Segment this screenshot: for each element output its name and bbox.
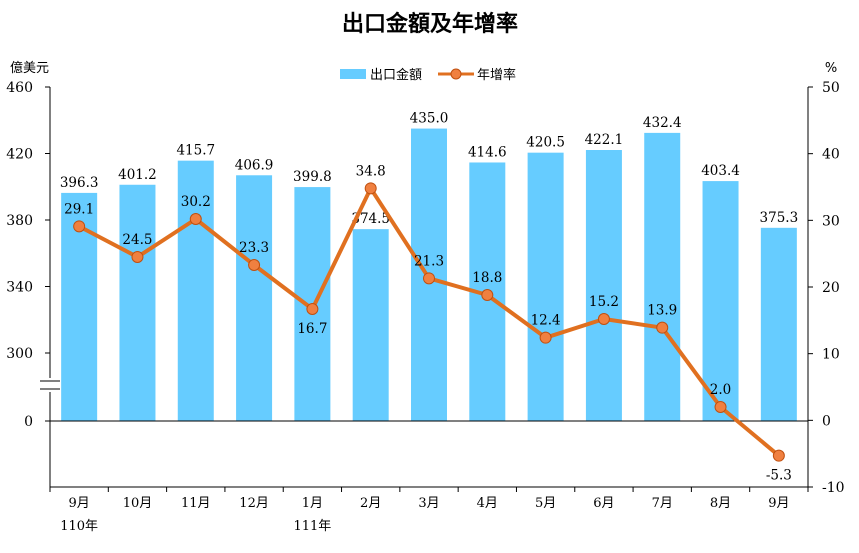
bar-series — [61, 128, 797, 422]
rate-label-0: 29.1 — [64, 201, 94, 217]
right-tick-label-3: 20 — [822, 280, 840, 296]
bar-11 — [702, 181, 739, 421]
rate-point-11 — [714, 401, 727, 413]
left-tick-label-1: 420 — [6, 147, 33, 163]
legend-line-label: 年增率 — [477, 67, 516, 83]
rate-label-2: 30.2 — [181, 194, 211, 210]
bar-label-1: 401.2 — [118, 167, 157, 183]
bar-label-10: 432.4 — [643, 115, 682, 131]
category-label-3: 12月 — [239, 496, 269, 511]
category-label-9: 6月 — [593, 496, 614, 511]
right-tick-label-0: 50 — [822, 80, 840, 96]
legend-bar-label: 出口金額 — [370, 67, 422, 83]
bar-label-9: 422.1 — [585, 132, 624, 148]
bar-8 — [527, 152, 564, 421]
category-label-11: 8月 — [710, 496, 731, 511]
right-axis-unit: % — [825, 61, 837, 76]
bar-5 — [352, 229, 389, 421]
right-tick-label-6: -10 — [822, 480, 845, 496]
bar-label-4: 399.8 — [293, 169, 332, 185]
right-tick-label-1: 40 — [822, 147, 840, 163]
bar-label-6: 435.0 — [410, 111, 449, 127]
bar-label-2: 415.7 — [176, 143, 215, 159]
year-label-0: 110年 — [60, 519, 98, 534]
rate-label-3: 23.3 — [239, 240, 269, 256]
rate-point-12 — [772, 449, 785, 462]
category-label-0: 9月 — [69, 496, 90, 511]
category-label-12: 9月 — [768, 496, 789, 511]
left-tick-label-3: 340 — [6, 280, 33, 296]
rate-label-5: 34.8 — [356, 163, 386, 179]
bar-10 — [644, 132, 681, 421]
category-labels: 9月 110年 10月 11月 12月 1月 111年 2月 3月 4月 5月 6月 7月 8月 9月 — [60, 496, 789, 534]
rate-point-7 — [481, 289, 494, 301]
bar-label-12: 375.3 — [760, 210, 799, 226]
rate-value-labels: 29.1 24.5 30.2 23.3 16.7 34.8 21.3 18.8 12.4 15.2… — [64, 163, 792, 483]
rate-point-3 — [248, 259, 261, 271]
rate-point-1 — [131, 251, 144, 263]
category-label-8: 5月 — [535, 496, 556, 511]
bar-label-11: 403.4 — [701, 163, 740, 179]
rate-label-6: 21.3 — [414, 253, 444, 269]
bar-value-labels: 396.3 401.2 415.7 406.9 399.8 374.5 435.0 414.6… — [60, 111, 798, 228]
right-axis-ticks: 50 40 30 20 10 0 -10 — [808, 80, 845, 496]
legend-marker-swatch — [450, 68, 462, 80]
bar-3 — [236, 175, 273, 421]
right-tick-label-4: 10 — [822, 347, 840, 363]
category-label-2: 11月 — [181, 496, 211, 511]
bar-label-3: 406.9 — [235, 157, 274, 173]
right-tick-label-5: 0 — [822, 413, 831, 429]
rate-label-9: 15.2 — [589, 294, 619, 310]
rate-label-1: 24.5 — [122, 232, 152, 248]
rate-point-4 — [306, 303, 319, 315]
rate-label-10: 13.9 — [647, 303, 677, 319]
rate-label-11: 2.0 — [710, 382, 731, 398]
bar-12 — [760, 227, 797, 421]
bar-1 — [119, 184, 156, 421]
rate-point-10 — [656, 321, 669, 334]
rate-label-12: -5.3 — [766, 468, 792, 484]
bar-label-7: 414.6 — [468, 144, 507, 160]
right-tick-label-2: 30 — [822, 213, 840, 229]
legend-bar-swatch — [340, 69, 366, 79]
bar-2 — [177, 160, 214, 421]
legend: 出口金額 年增率 — [340, 67, 516, 83]
left-tick-label-2: 380 — [6, 213, 33, 229]
category-label-5: 2月 — [360, 496, 381, 511]
category-label-1: 10月 — [123, 496, 153, 511]
rate-point-9 — [597, 313, 610, 325]
left-axis-unit: 億美元 — [10, 60, 49, 76]
category-label-6: 3月 — [418, 496, 439, 511]
rate-point-8 — [539, 331, 552, 344]
rate-label-4: 16.7 — [297, 321, 327, 337]
rate-label-8: 12.4 — [531, 313, 561, 329]
bar-label-5: 374.5 — [351, 211, 390, 227]
rate-line-series — [73, 182, 785, 462]
category-label-4: 1月 — [302, 496, 323, 511]
bar-label-8: 420.5 — [526, 135, 565, 151]
chart-title: 出口金額及年增率 — [342, 11, 518, 37]
left-tick-label-0: 460 — [6, 80, 33, 96]
category-label-10: 7月 — [652, 496, 673, 511]
rate-label-7: 18.8 — [472, 270, 502, 286]
left-tick-label-5: 0 — [24, 414, 33, 430]
left-axis-ticks: 460 420 380 340 300 0 — [6, 80, 50, 430]
rate-point-6 — [423, 272, 435, 285]
rate-point-5 — [364, 182, 377, 195]
left-tick-label-4: 300 — [6, 346, 33, 362]
rate-point-2 — [189, 213, 202, 225]
bar-9 — [585, 150, 622, 422]
rate-point-0 — [73, 220, 86, 233]
bar-label-0: 396.3 — [60, 175, 99, 191]
year-label-4: 111年 — [293, 519, 331, 534]
category-label-7: 4月 — [477, 496, 498, 511]
